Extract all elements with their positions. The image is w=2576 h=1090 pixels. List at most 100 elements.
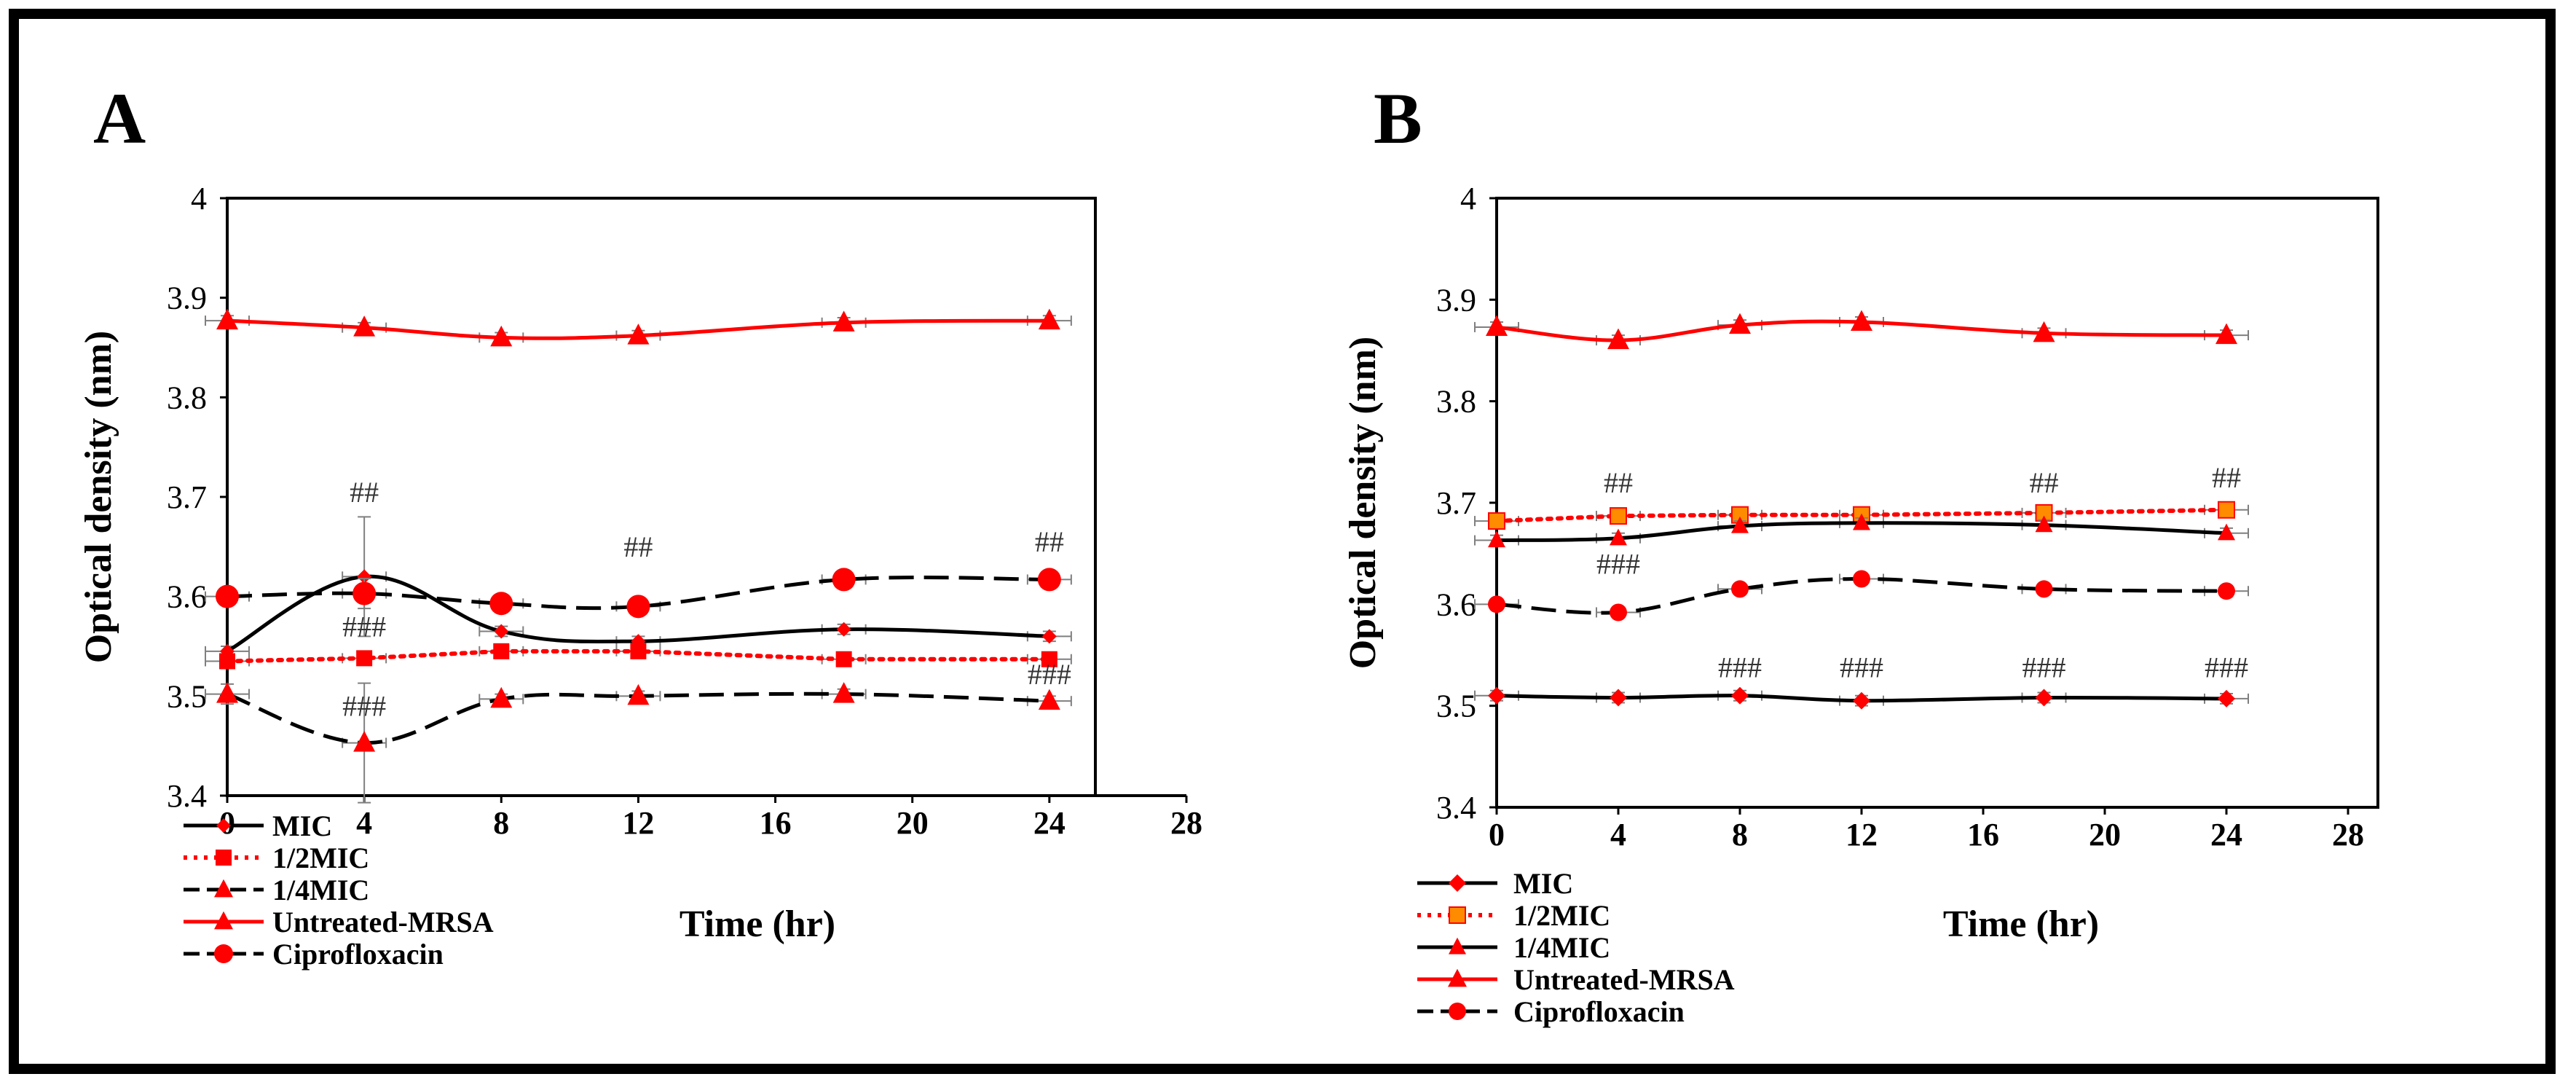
significance-annotation: ### bbox=[1840, 651, 1883, 684]
plot-area-frame bbox=[1495, 197, 2379, 809]
x-tick-label: 16 bbox=[1967, 817, 1999, 852]
data-point bbox=[1610, 528, 1627, 546]
y-tick-label: 3.5 bbox=[167, 678, 207, 714]
legend-label: Untreated-MRSA bbox=[272, 906, 494, 938]
data-point bbox=[357, 569, 372, 584]
data-point bbox=[2215, 323, 2237, 345]
data-point bbox=[1731, 686, 1749, 705]
data-point bbox=[1488, 530, 1505, 548]
significance-annotation: ### bbox=[342, 690, 386, 723]
y-tick-label: 3.9 bbox=[167, 281, 207, 316]
legend-marker bbox=[1449, 874, 1466, 892]
data-point bbox=[1488, 595, 1505, 613]
series-mic bbox=[1474, 686, 2249, 710]
data-point bbox=[1488, 686, 1505, 705]
y-axis-label: Optical density (nm) bbox=[78, 331, 119, 663]
legend-marker bbox=[1449, 937, 1466, 954]
data-point bbox=[490, 686, 513, 708]
x-axis-label: Time (hr) bbox=[1943, 903, 2099, 945]
data-point bbox=[2035, 580, 2053, 598]
data-point bbox=[2218, 501, 2235, 519]
legend-label: Ciprofloxacin bbox=[1513, 995, 1685, 1028]
data-point bbox=[627, 324, 650, 345]
series-ciprofloxacin bbox=[1474, 570, 2249, 622]
data-point bbox=[836, 622, 851, 637]
data-point bbox=[1041, 651, 1057, 667]
data-point bbox=[1731, 580, 1749, 598]
legend-marker bbox=[1449, 906, 1466, 924]
y-tick-label: 4 bbox=[1460, 181, 1476, 216]
data-point bbox=[216, 308, 238, 330]
legend-label: 1/2MIC bbox=[1513, 899, 1610, 932]
x-tick-label: 24 bbox=[1033, 805, 1066, 841]
data-point bbox=[1486, 315, 1508, 336]
x-tick-label: 8 bbox=[493, 805, 509, 841]
x-tick-label: 12 bbox=[1846, 817, 1878, 852]
series-line bbox=[1494, 507, 2229, 524]
x-tick-label: 20 bbox=[2089, 817, 2121, 852]
data-point bbox=[356, 650, 373, 667]
data-point bbox=[1038, 308, 1060, 330]
data-point bbox=[1731, 516, 1749, 533]
x-tick-label: 4 bbox=[356, 805, 372, 841]
series-ciprofloxacin bbox=[205, 568, 1072, 619]
y-tick-label: 3.6 bbox=[167, 579, 207, 615]
legend-label: 1/4MIC bbox=[272, 874, 369, 906]
data-point bbox=[1851, 310, 1872, 331]
legend-label: 1/4MIC bbox=[1513, 931, 1610, 964]
x-tick-label: 24 bbox=[2210, 817, 2242, 852]
legend-marker bbox=[1449, 1003, 1466, 1020]
legend-label: MIC bbox=[272, 809, 332, 842]
data-point bbox=[2218, 582, 2235, 600]
data-point bbox=[1853, 570, 1870, 588]
legend: MIC1/2MIC1/4MICUntreated-MRSACiprofloxac… bbox=[1417, 867, 1735, 1028]
data-point bbox=[1488, 512, 1505, 530]
data-point bbox=[835, 651, 852, 667]
series-line bbox=[225, 648, 1052, 664]
data-point bbox=[1041, 629, 1057, 644]
y-tick-label: 3.7 bbox=[1436, 485, 1476, 521]
y-tick-label: 3.8 bbox=[1436, 384, 1476, 420]
data-point bbox=[832, 682, 855, 703]
legend: MIC1/2MIC1/4MICUntreated-MRSACiprofloxac… bbox=[184, 809, 494, 971]
significance-annotation: ## bbox=[1035, 525, 1064, 558]
series-line bbox=[226, 574, 1049, 654]
significance-annotation: ## bbox=[623, 530, 653, 563]
y-tick-label: 3.7 bbox=[167, 479, 207, 515]
data-point bbox=[1037, 568, 1061, 592]
series-line bbox=[227, 575, 1049, 611]
data-point bbox=[1038, 689, 1060, 710]
data-point bbox=[493, 643, 510, 659]
panel-label: B bbox=[1374, 78, 1422, 159]
x-tick-label: 28 bbox=[2332, 817, 2364, 852]
chart-panel-b: B 3.4 3.5 3.6 3.7 3.8 3.9 4 0 4 8 12 16 20 24 28 Time (h… bbox=[1342, 78, 2379, 1028]
legend-marker bbox=[214, 911, 233, 930]
data-point bbox=[216, 584, 239, 608]
data-point bbox=[353, 731, 376, 752]
data-point bbox=[1853, 513, 1870, 530]
significance-annotation: ## bbox=[2030, 466, 2059, 499]
y-tick-label: 3.4 bbox=[1436, 790, 1476, 826]
series-1-2mic bbox=[205, 643, 1072, 670]
legend-label: 1/2MIC bbox=[272, 842, 369, 874]
series-line bbox=[227, 318, 1049, 340]
legend-marker bbox=[1448, 968, 1467, 987]
legend-label: MIC bbox=[1513, 867, 1573, 900]
data-point bbox=[1607, 328, 1629, 350]
data-point bbox=[352, 581, 377, 605]
data-point bbox=[2035, 515, 2053, 533]
x-tick-label: 4 bbox=[1610, 817, 1626, 852]
significance-annotation: ## bbox=[350, 476, 379, 509]
data-point bbox=[219, 653, 235, 670]
data-point bbox=[2218, 689, 2235, 707]
data-point bbox=[2033, 321, 2055, 342]
data-point bbox=[1610, 603, 1627, 622]
significance-annotation: ### bbox=[2022, 651, 2066, 684]
data-point bbox=[832, 310, 855, 332]
data-point bbox=[630, 643, 647, 659]
y-tick-label: 3.6 bbox=[1436, 587, 1476, 622]
data-point bbox=[2218, 523, 2235, 541]
data-point bbox=[216, 682, 238, 703]
